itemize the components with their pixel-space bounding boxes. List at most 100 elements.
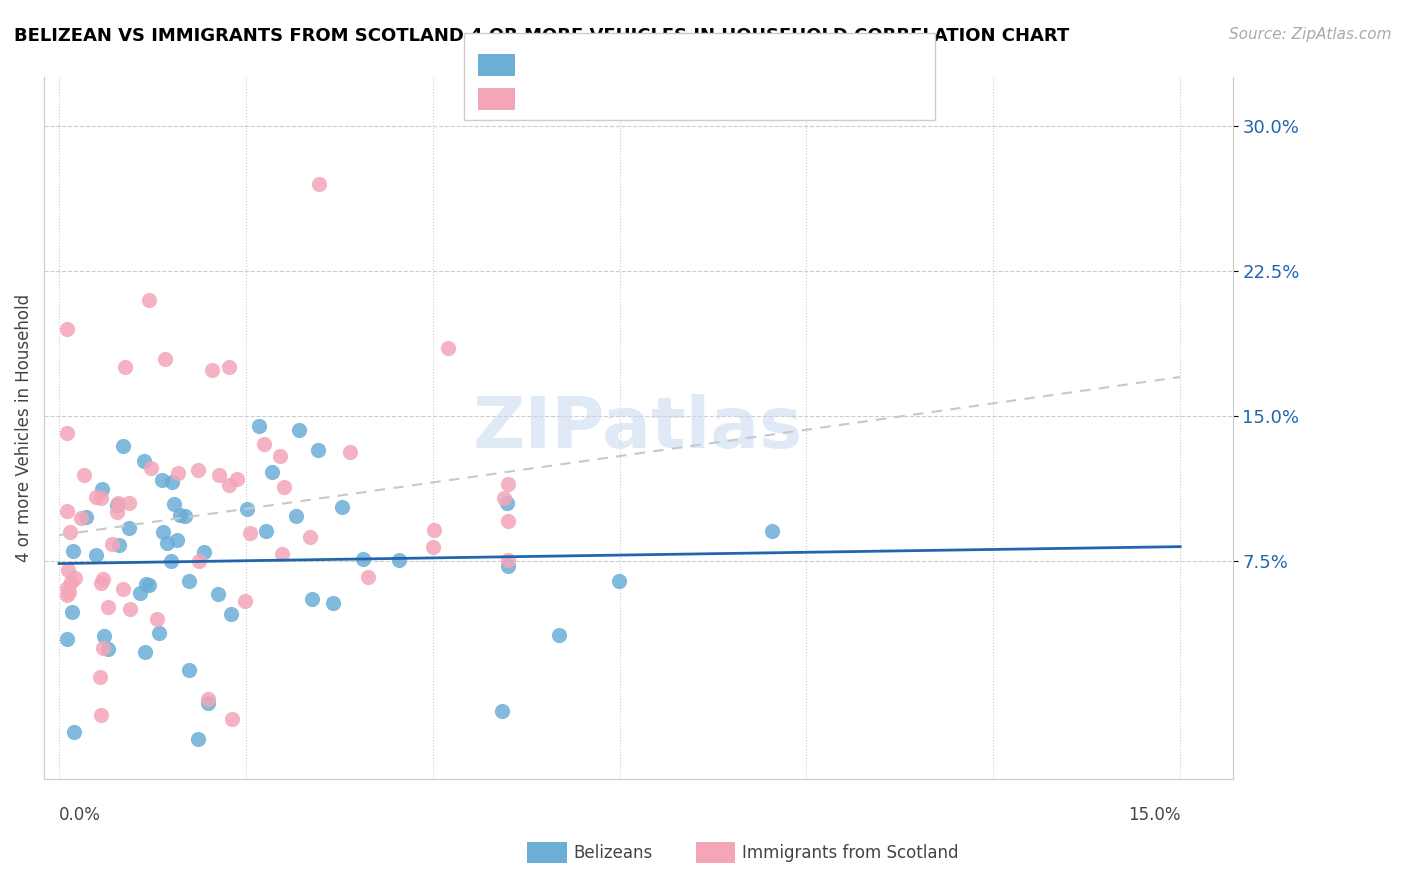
- Point: [208, 467, 231, 482]
- Point: [90, 482, 112, 496]
- Point: [388, 553, 411, 567]
- Y-axis label: 4 or more Vehicles in Household: 4 or more Vehicles in Household: [15, 294, 32, 562]
- Point: [218, 360, 240, 375]
- Point: [146, 612, 169, 626]
- Point: [225, 472, 247, 486]
- Point: [139, 461, 162, 475]
- Point: [59, 575, 82, 590]
- Point: [166, 466, 188, 480]
- Point: [330, 500, 353, 514]
- Text: 58: 58: [714, 89, 740, 107]
- Point: [58, 584, 80, 599]
- Point: [152, 525, 174, 540]
- Point: [91, 572, 114, 586]
- Point: [271, 547, 294, 561]
- Point: [437, 342, 460, 356]
- Point: [118, 521, 141, 535]
- Point: [150, 473, 173, 487]
- Point: [201, 363, 224, 377]
- Point: [156, 536, 179, 550]
- Point: [218, 478, 240, 492]
- Point: [298, 530, 321, 544]
- Text: R =: R =: [524, 89, 564, 107]
- Point: [107, 496, 129, 510]
- Text: N =: N =: [679, 55, 718, 73]
- Point: [233, 594, 256, 608]
- Point: [607, 574, 630, 588]
- Point: [91, 641, 114, 656]
- Text: ZIPatlas: ZIPatlas: [474, 393, 803, 463]
- Point: [55, 321, 77, 335]
- Point: [58, 524, 80, 539]
- Point: [177, 574, 200, 588]
- Point: [301, 592, 323, 607]
- Point: [260, 465, 283, 479]
- Point: [155, 351, 177, 366]
- Point: [496, 496, 519, 510]
- Point: [55, 425, 77, 440]
- Point: [55, 503, 77, 517]
- Point: [496, 553, 519, 567]
- Point: [93, 629, 115, 643]
- Point: [247, 418, 270, 433]
- Point: [105, 505, 128, 519]
- Point: [129, 586, 152, 600]
- Point: [114, 360, 136, 375]
- Point: [339, 444, 361, 458]
- Point: [138, 578, 160, 592]
- Text: 15.0%: 15.0%: [1128, 806, 1180, 824]
- Point: [55, 632, 77, 646]
- Text: BELIZEAN VS IMMIGRANTS FROM SCOTLAND 4 OR MORE VEHICLES IN HOUSEHOLD CORRELATION: BELIZEAN VS IMMIGRANTS FROM SCOTLAND 4 O…: [14, 27, 1070, 45]
- Point: [89, 670, 111, 684]
- Text: Belizeans: Belizeans: [574, 844, 652, 862]
- Point: [352, 552, 374, 566]
- Point: [177, 663, 200, 677]
- Point: [107, 498, 129, 512]
- Point: [491, 704, 513, 718]
- Text: 53: 53: [714, 55, 740, 73]
- Point: [90, 707, 112, 722]
- Point: [307, 443, 329, 458]
- Point: [761, 524, 783, 538]
- Point: [160, 475, 183, 490]
- Point: [160, 554, 183, 568]
- Point: [322, 597, 344, 611]
- Point: [308, 177, 330, 191]
- Point: [239, 526, 262, 541]
- Point: [254, 524, 277, 539]
- Point: [187, 462, 209, 476]
- Point: [163, 497, 186, 511]
- Point: [148, 626, 170, 640]
- Point: [197, 697, 219, 711]
- Point: [84, 549, 107, 563]
- Point: [494, 491, 516, 506]
- Point: [90, 575, 112, 590]
- Point: [96, 600, 118, 615]
- Point: [55, 581, 77, 595]
- Point: [90, 491, 112, 505]
- Point: [75, 510, 97, 524]
- Text: 0.314: 0.314: [560, 89, 616, 107]
- Point: [55, 589, 77, 603]
- Point: [273, 480, 295, 494]
- Point: [236, 501, 259, 516]
- Point: [118, 495, 141, 509]
- Point: [70, 510, 93, 524]
- Point: [193, 545, 215, 559]
- Point: [56, 563, 79, 577]
- Point: [134, 645, 156, 659]
- Point: [84, 490, 107, 504]
- Point: [548, 628, 571, 642]
- Point: [288, 423, 311, 437]
- Point: [423, 523, 446, 537]
- Point: [135, 576, 157, 591]
- Point: [285, 509, 308, 524]
- Point: [188, 554, 211, 568]
- Point: [108, 538, 131, 552]
- Point: [111, 582, 134, 596]
- Point: [134, 454, 156, 468]
- Point: [166, 533, 188, 548]
- Point: [496, 514, 519, 528]
- Point: [174, 509, 197, 524]
- Point: [138, 293, 160, 307]
